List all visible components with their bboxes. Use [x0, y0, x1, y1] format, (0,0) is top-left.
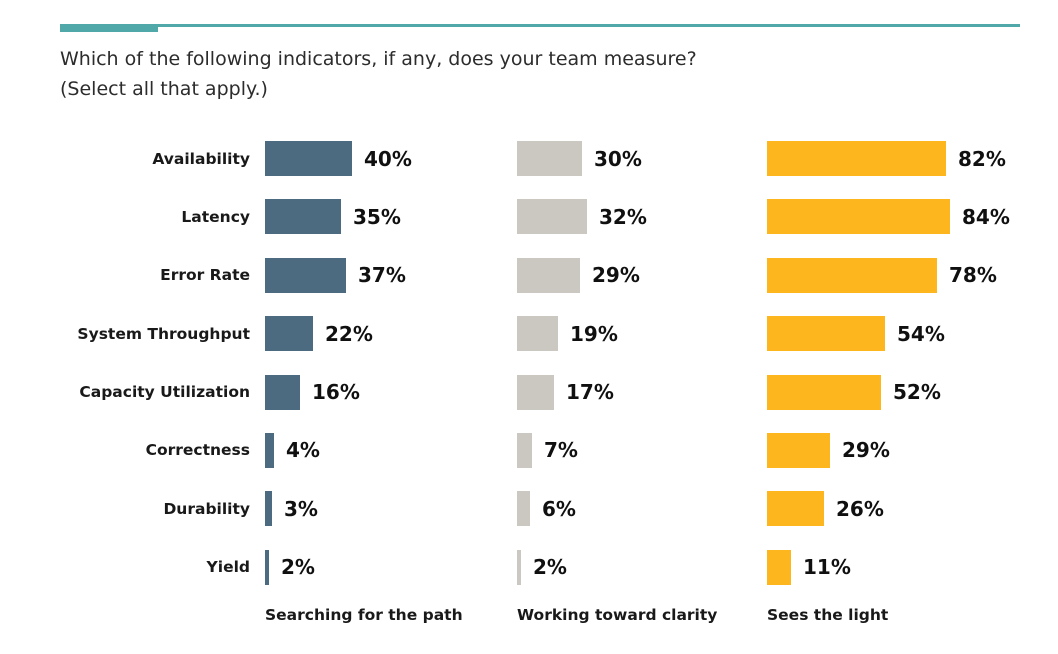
category-label: Error Rate [160, 266, 250, 285]
bar-cell: 54% [767, 316, 945, 352]
bar [265, 491, 272, 527]
value-label: 29% [842, 438, 890, 463]
category-label: Correctness [145, 441, 250, 460]
bar [517, 491, 530, 527]
value-label: 4% [286, 438, 320, 463]
bar [517, 316, 558, 352]
bar [265, 316, 313, 352]
value-label: 82% [958, 146, 1006, 171]
bar-cell: 6% [517, 491, 576, 527]
value-label: 11% [803, 555, 851, 580]
bar [767, 549, 791, 585]
bar [767, 257, 937, 293]
bar-cell: 30% [517, 141, 642, 176]
category-label: Availability [152, 149, 250, 168]
accent-tab [60, 24, 158, 32]
category-label: Capacity Utilization [79, 383, 250, 402]
bar-cell: 11% [767, 549, 851, 585]
bar [517, 374, 554, 410]
value-label: 26% [836, 496, 884, 521]
bar-cell: 22% [265, 316, 373, 352]
value-label: 54% [897, 321, 945, 346]
category-label: System Throughput [77, 324, 250, 343]
bar [767, 199, 950, 235]
chart-row: System Throughput 22% 19% 54% [0, 316, 1058, 352]
value-label: 40% [364, 146, 412, 171]
chart-title: Which of the following indicators, if an… [60, 44, 697, 104]
chart-row: Latency 35% 32% 84% [0, 199, 1058, 235]
chart-row: Correctness 4% 7% 29% [0, 432, 1058, 468]
bar [767, 141, 946, 176]
bar [265, 257, 346, 293]
bar [767, 432, 830, 468]
value-label: 35% [353, 204, 401, 229]
bar [265, 141, 352, 176]
bar-cell: 2% [517, 549, 567, 585]
bar-cell: 2% [265, 549, 315, 585]
value-label: 29% [592, 263, 640, 288]
legend-label-searching-for-the-path: Searching for the path [265, 606, 463, 624]
value-label: 19% [570, 321, 618, 346]
value-label: 30% [594, 146, 642, 171]
chart-row: Error Rate 37% 29% 78% [0, 257, 1058, 293]
category-label: Durability [163, 499, 250, 518]
chart-title-line1: Which of the following indicators, if an… [60, 48, 697, 70]
chart-rows: Availability 40% 30% 82% Latency 35% 32% 84% Err… [0, 141, 1058, 608]
bar [767, 316, 885, 352]
bar [767, 491, 824, 527]
bar-cell: 3% [265, 491, 318, 527]
bar-cell: 82% [767, 141, 1006, 176]
legend-label-working-toward-clarity: Working toward clarity [517, 606, 718, 624]
value-label: 17% [566, 380, 614, 405]
chart-row: Yield 2% 2% 11% [0, 549, 1058, 585]
bar-cell: 26% [767, 491, 884, 527]
bar [517, 549, 521, 585]
legend-label-sees-the-light: Sees the light [767, 606, 889, 624]
bar-cell: 19% [517, 316, 618, 352]
chart-row: Availability 40% 30% 82% [0, 141, 1058, 176]
bar-cell: 16% [265, 374, 360, 410]
value-label: 2% [533, 555, 567, 580]
accent-line [60, 24, 1020, 27]
bar [517, 432, 532, 468]
bar [517, 257, 580, 293]
chart-row: Durability 3% 6% 26% [0, 491, 1058, 527]
bar-cell: 35% [265, 199, 401, 235]
value-label: 7% [544, 438, 578, 463]
bar-cell: 29% [517, 257, 640, 293]
chart-row: Capacity Utilization 16% 17% 52% [0, 374, 1058, 410]
category-label: Latency [181, 207, 250, 226]
bar [265, 374, 300, 410]
bar-cell: 78% [767, 257, 997, 293]
bar-cell: 32% [517, 199, 647, 235]
value-label: 78% [949, 263, 997, 288]
value-label: 32% [599, 204, 647, 229]
bar-cell: 17% [517, 374, 614, 410]
value-label: 6% [542, 496, 576, 521]
bar [265, 549, 269, 585]
bar-cell: 40% [265, 141, 412, 176]
bar [517, 199, 587, 235]
bar-cell: 52% [767, 374, 941, 410]
value-label: 84% [962, 204, 1010, 229]
bar-cell: 29% [767, 432, 890, 468]
bar-cell: 4% [265, 432, 320, 468]
chart-title-line2: (Select all that apply.) [60, 78, 268, 100]
value-label: 52% [893, 380, 941, 405]
bar [265, 199, 341, 235]
bar-cell: 84% [767, 199, 1010, 235]
value-label: 2% [281, 555, 315, 580]
value-label: 37% [358, 263, 406, 288]
category-label: Yield [206, 558, 250, 577]
value-label: 22% [325, 321, 373, 346]
bar [767, 374, 881, 410]
value-label: 16% [312, 380, 360, 405]
value-label: 3% [284, 496, 318, 521]
bar [265, 432, 274, 468]
bar [517, 141, 582, 176]
bar-cell: 7% [517, 432, 578, 468]
bar-cell: 37% [265, 257, 406, 293]
